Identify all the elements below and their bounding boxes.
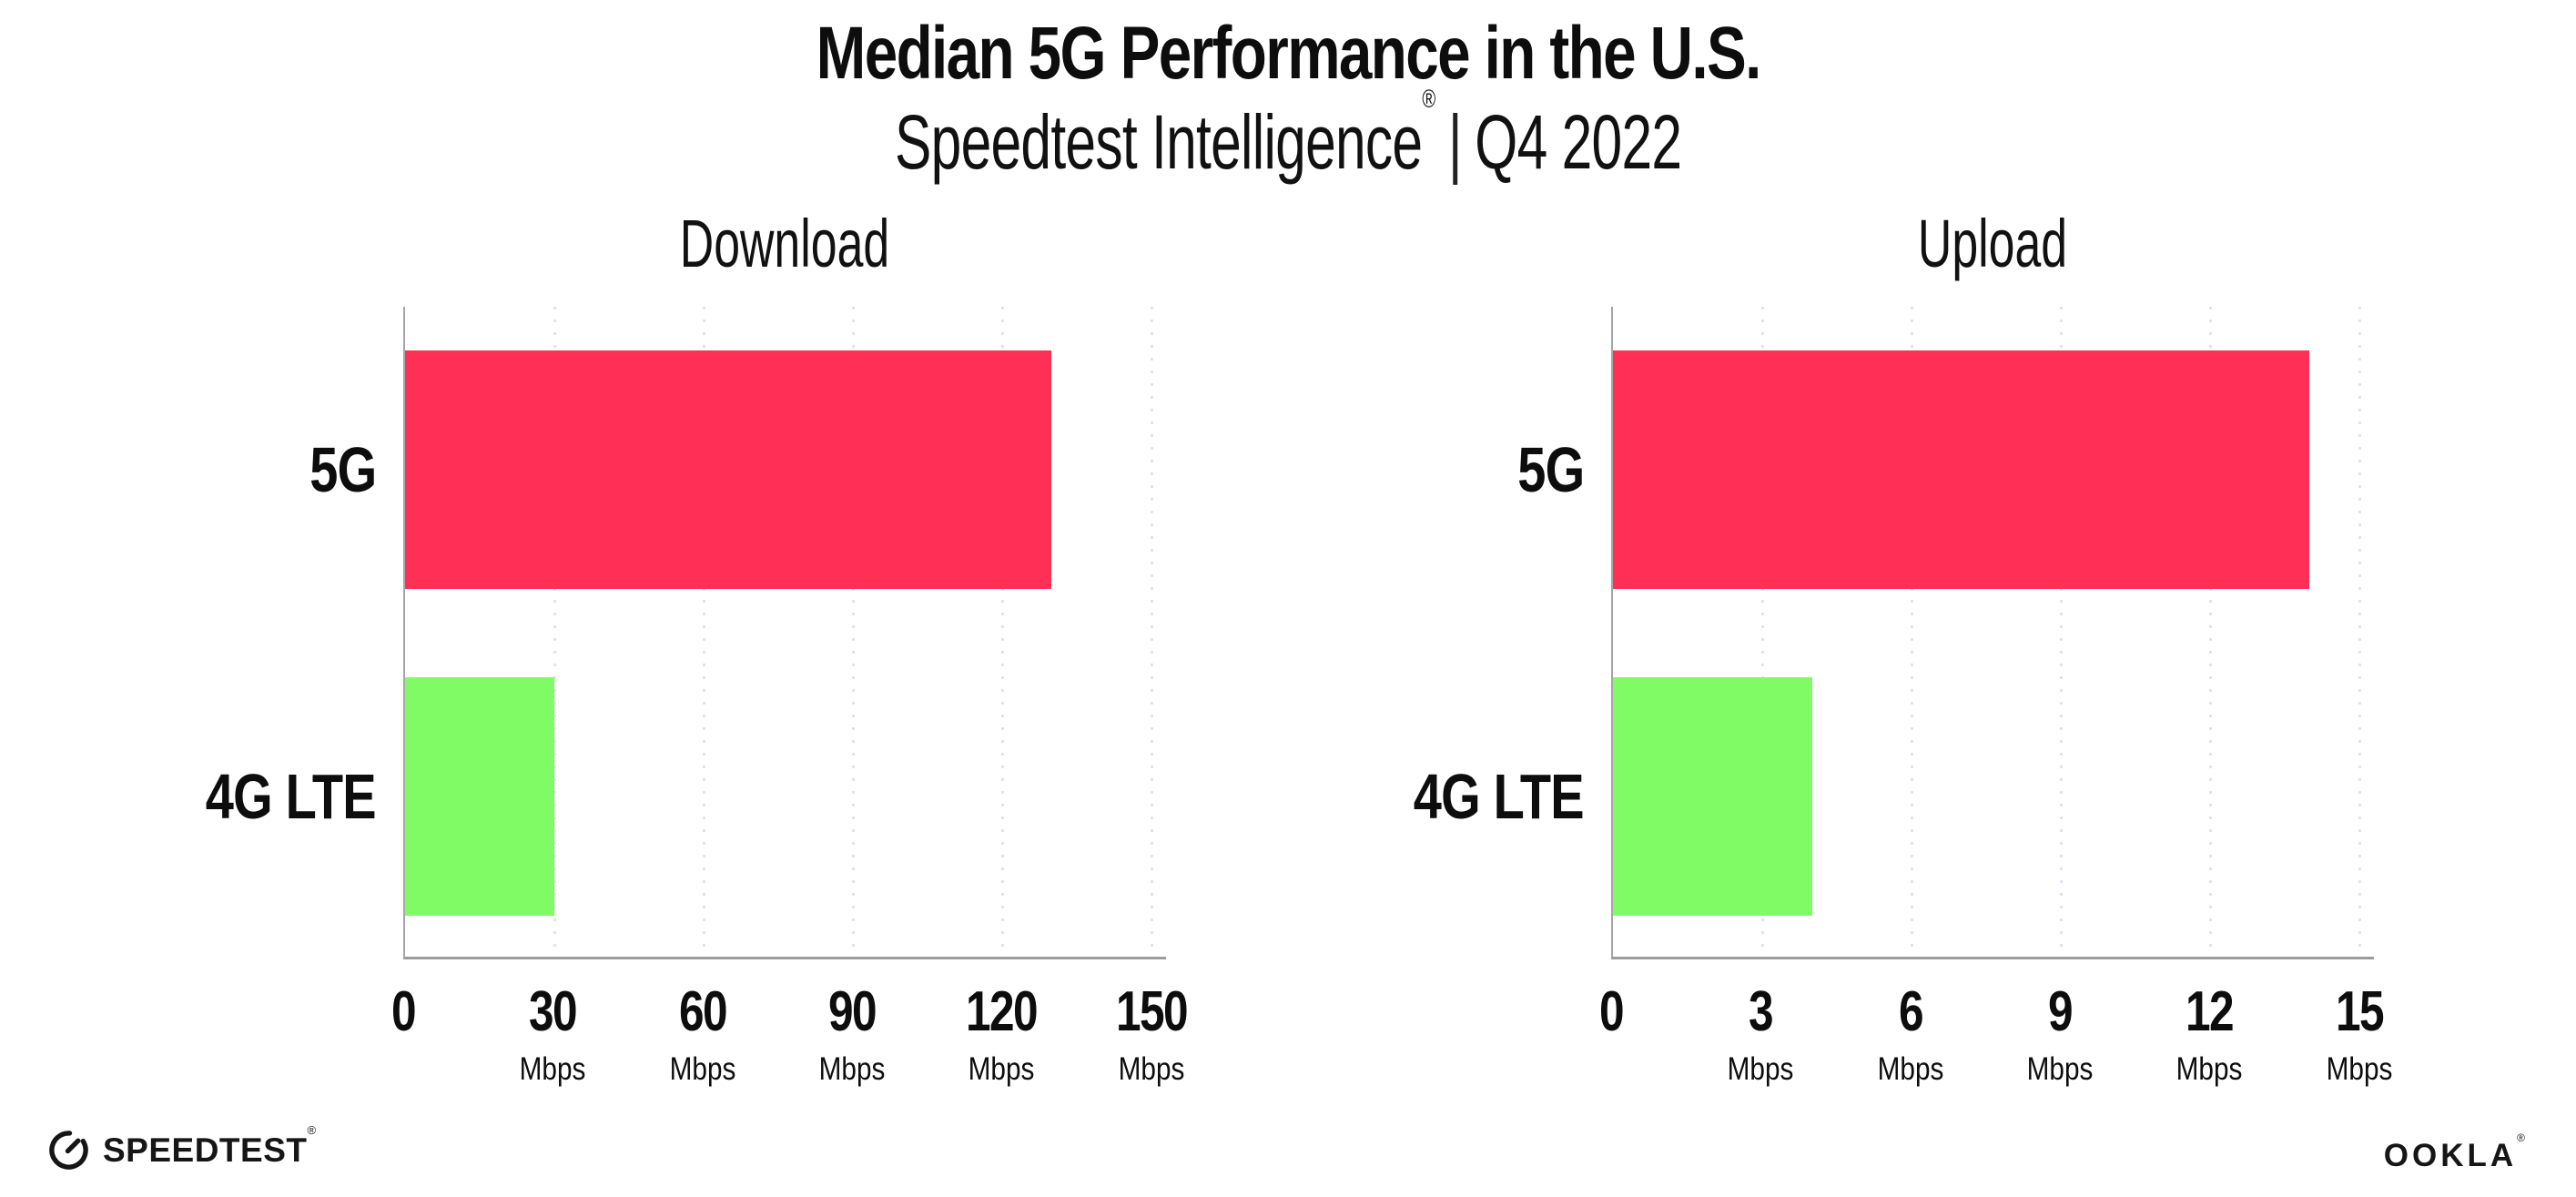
ookla-wordmark: OOKLA [2383,1138,2518,1173]
page-title: Median 5G Performance in the U.S. [816,12,1761,95]
x-tick-value: 9 [2047,980,2074,1043]
x-tick: 30 Mbps [514,979,593,1088]
x-tick-value: 150 [1115,980,1189,1043]
x-tick-value: 6 [1898,980,1924,1043]
x-tick-value: 15 [2335,980,2385,1043]
x-tick-unit: Mbps [2326,1051,2392,1087]
x-tick-value: 30 [529,980,578,1043]
category-label-5g: 5G [309,434,377,505]
gridline [1000,307,1004,957]
bar-5g [1613,350,2309,589]
x-tick: 150 Mbps [1107,979,1195,1088]
speedtest-gauge-icon [49,1131,88,1170]
gridline [553,307,556,957]
plot-area [1611,307,2374,959]
bar-4g-lte [405,676,554,916]
x-tick: 15 Mbps [2320,979,2399,1088]
x-tick-value: 0 [391,980,417,1043]
x-tick-unit: Mbps [1877,1051,1944,1087]
x-tick: 90 Mbps [813,979,891,1088]
x-tick: 12 Mbps [2170,979,2248,1088]
upload-chart: Upload 5G 4G LTE 0 3 Mbps 6 Mbps 9 Mbps 12 Mbps 15 Mb… [1414,206,2392,1087]
x-tick-value: 120 [966,980,1039,1043]
bar-5g [405,350,1052,589]
speedtest-registered-mark: ® [307,1123,317,1138]
ookla-registered-mark: ® [2517,1131,2529,1145]
gridline [851,307,855,957]
x-tick-unit: Mbps [669,1051,736,1087]
gridline [2208,307,2212,957]
x-tick-unit: Mbps [2026,1051,2094,1087]
x-tick-value: 0 [1599,980,1625,1043]
x-tick-value: 3 [1749,980,1774,1043]
ookla-logo: OOKLA® [2383,1131,2529,1174]
subtitle-brand: Speedtest Intelligence [894,99,1423,185]
gridline [2059,307,2063,957]
category-label-5g: 5G [1516,434,1585,505]
speedtest-logo: SPEEDTEST® [47,1123,317,1172]
category-label-4g-lte: 4G LTE [1413,760,1585,832]
x-tick-value: 12 [2186,980,2235,1043]
speedtest-wordmark: SPEEDTEST [103,1131,308,1169]
x-tick: 6 Mbps [1871,979,1950,1088]
x-tick: 60 Mbps [664,979,742,1088]
x-tick-unit: Mbps [818,1051,886,1087]
x-tick: 0 [389,979,418,1044]
bar-4g-lte [1613,676,1812,916]
category-label-4g-lte: 4G LTE [205,760,377,832]
gridline [2358,307,2361,957]
download-chart: Download 5G 4G LTE 0 30 Mbps 60 Mbps 90 Mbps 120 Mb… [206,206,1188,1087]
subtitle-period: Q4 2022 [1475,99,1682,185]
registered-mark: ® [1422,85,1435,113]
plot-area [403,307,1166,959]
x-tick-unit: Mbps [1727,1051,1794,1087]
x-tick-unit: Mbps [2175,1051,2243,1087]
x-tick: 120 Mbps [958,979,1046,1088]
x-tick-unit: Mbps [968,1051,1035,1087]
chart-title: Download [679,206,890,281]
x-tick: 9 Mbps [2021,979,2099,1088]
gridline [702,307,705,957]
subtitle-separator: | [1447,99,1463,185]
gridline [1760,307,1764,957]
x-tick-value: 90 [827,980,877,1043]
page-subtitle: Speedtest Intelligence® | Q4 2022 [0,85,2576,187]
gridline [1910,307,1913,957]
chart-title: Upload [1917,206,2068,281]
x-tick-value: 60 [678,980,728,1043]
x-tick: 0 [1597,979,1626,1044]
x-tick-unit: Mbps [1118,1051,1184,1087]
x-tick-unit: Mbps [519,1051,586,1087]
x-tick: 3 Mbps [1722,979,1800,1088]
gridline [1150,307,1153,957]
